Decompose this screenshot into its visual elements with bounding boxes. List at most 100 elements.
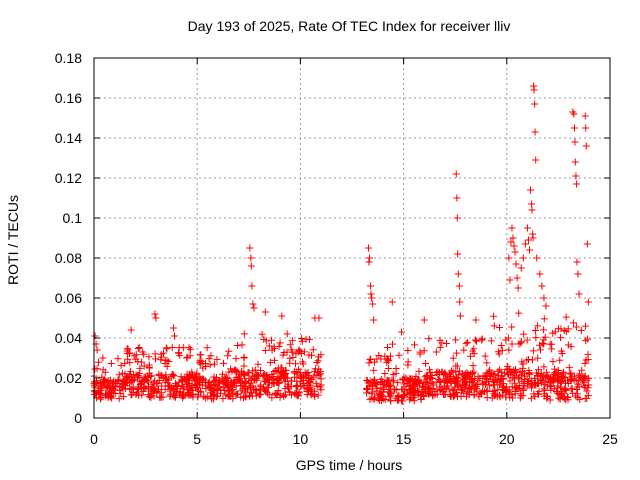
data-point xyxy=(257,367,265,375)
data-point xyxy=(274,364,282,372)
data-point xyxy=(584,392,592,400)
data-point xyxy=(540,363,548,371)
data-point xyxy=(292,360,300,368)
data-point xyxy=(93,346,101,354)
data-point xyxy=(386,390,394,398)
data-point xyxy=(490,312,498,320)
data-point xyxy=(541,333,549,341)
data-point xyxy=(451,376,459,384)
data-point xyxy=(117,361,125,369)
data-point xyxy=(247,254,255,262)
data-point xyxy=(478,390,486,398)
data-point xyxy=(556,356,564,364)
data-point xyxy=(115,395,123,403)
data-point xyxy=(266,373,274,381)
data-point xyxy=(533,322,541,330)
data-point xyxy=(214,385,222,393)
data-point xyxy=(210,373,218,381)
data-point xyxy=(395,351,403,359)
data-point xyxy=(196,357,204,365)
data-points xyxy=(90,82,593,405)
data-point xyxy=(95,358,103,366)
data-point xyxy=(173,381,181,389)
data-point xyxy=(558,347,566,355)
data-point xyxy=(497,341,505,349)
data-point xyxy=(478,335,486,343)
data-point xyxy=(450,375,458,383)
data-point xyxy=(211,381,219,389)
data-point xyxy=(554,367,562,375)
data-point xyxy=(558,390,566,398)
data-point xyxy=(584,298,592,306)
data-point xyxy=(263,389,271,397)
data-point xyxy=(216,389,224,397)
data-point xyxy=(133,389,141,397)
y-tick-label: 0.08 xyxy=(55,250,82,266)
data-point xyxy=(404,361,412,369)
data-point xyxy=(312,379,320,387)
data-point xyxy=(315,314,323,322)
data-point xyxy=(287,377,295,385)
data-point xyxy=(313,358,321,366)
data-point xyxy=(474,380,482,388)
data-point xyxy=(528,200,536,208)
data-point xyxy=(572,323,580,331)
data-point xyxy=(99,354,107,362)
x-tick-label: 15 xyxy=(396,431,412,447)
data-point xyxy=(238,367,246,375)
data-point xyxy=(384,365,392,373)
data-point xyxy=(453,194,461,202)
data-point xyxy=(175,390,183,398)
data-point xyxy=(525,371,533,379)
data-point xyxy=(421,373,429,381)
data-point xyxy=(140,350,148,358)
data-point xyxy=(481,352,489,360)
data-point xyxy=(235,373,243,381)
data-point xyxy=(297,350,305,358)
data-point xyxy=(317,375,325,383)
data-point xyxy=(560,368,568,376)
data-point xyxy=(188,382,196,390)
y-tick-label: 0.06 xyxy=(55,290,82,306)
y-tick-label: 0.14 xyxy=(55,130,82,146)
data-point xyxy=(221,387,229,395)
data-point xyxy=(138,391,146,399)
data-point xyxy=(165,358,173,366)
data-point xyxy=(564,325,572,333)
data-point xyxy=(179,376,187,384)
data-point xyxy=(571,158,579,166)
data-point xyxy=(154,386,162,394)
data-point xyxy=(486,382,494,390)
data-point xyxy=(524,236,532,244)
data-point xyxy=(225,368,233,376)
data-point xyxy=(449,354,457,362)
data-point xyxy=(307,391,315,399)
data-point xyxy=(311,392,319,400)
data-point xyxy=(126,367,134,375)
data-point xyxy=(370,376,378,384)
data-point xyxy=(293,389,301,397)
data-point xyxy=(366,356,374,364)
data-point xyxy=(102,392,110,400)
data-point xyxy=(577,327,585,335)
data-point xyxy=(300,348,308,356)
data-point xyxy=(124,373,132,381)
data-point xyxy=(194,393,202,401)
data-point xyxy=(534,354,542,362)
x-tick-labels: 0 5 10 15 20 25 xyxy=(90,431,618,447)
data-point xyxy=(243,385,251,393)
data-point xyxy=(449,368,457,376)
data-point xyxy=(220,359,228,367)
data-point xyxy=(100,378,108,386)
data-point xyxy=(548,340,556,348)
data-point xyxy=(427,374,435,382)
data-point xyxy=(442,375,450,383)
data-point xyxy=(496,377,504,385)
data-point xyxy=(470,345,478,353)
data-point xyxy=(183,353,191,361)
data-point xyxy=(281,378,289,386)
data-point xyxy=(206,361,214,369)
data-point xyxy=(165,382,173,390)
data-point xyxy=(400,375,408,383)
